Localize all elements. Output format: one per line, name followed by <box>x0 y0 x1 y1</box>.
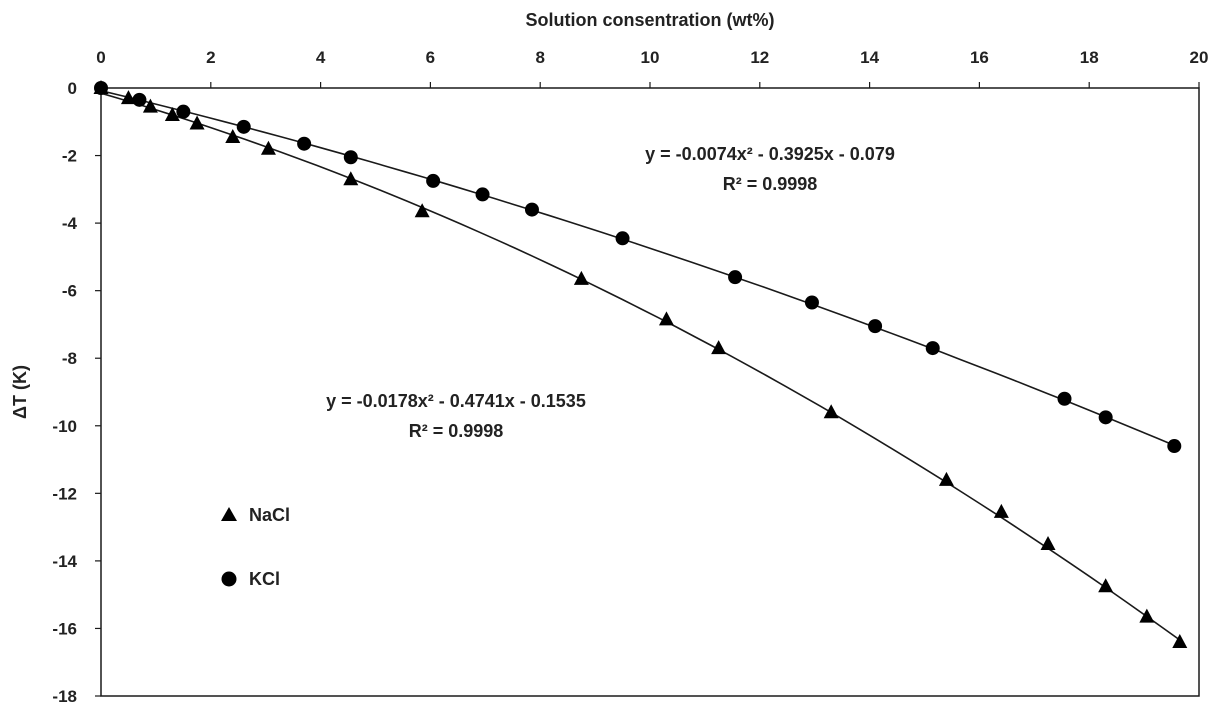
y-tick-label: -10 <box>52 417 77 436</box>
nacl-data-point <box>414 203 430 218</box>
kcl-data-point <box>1167 439 1182 454</box>
legend-triangle-icon <box>221 507 237 521</box>
kcl-trendline-equation: y = -0.0074x² - 0.3925x - 0.079 <box>645 144 895 164</box>
kcl-data-point <box>524 202 539 217</box>
kcl-data-point <box>868 319 883 334</box>
kcl-trendline-r2: R² = 0.9998 <box>723 174 818 194</box>
x-tick-label: 14 <box>860 48 879 67</box>
y-axis-title: ΔT (K) <box>10 365 30 419</box>
y-tick-label: -12 <box>52 484 77 503</box>
data-markers <box>93 80 1188 648</box>
kcl-data-point <box>132 92 147 107</box>
kcl-data-point <box>297 136 312 151</box>
x-tick-label: 8 <box>535 48 544 67</box>
nacl-data-point <box>711 340 727 355</box>
kcl-data-point <box>426 173 441 188</box>
x-tick-label: 18 <box>1080 48 1099 67</box>
kcl-data-point <box>343 150 358 165</box>
y-tick-label: -18 <box>52 687 77 704</box>
nacl-data-point <box>189 115 205 130</box>
nacl-data-point <box>938 471 954 486</box>
y-tick-label: -8 <box>62 349 77 368</box>
legend-label-nacl: NaCl <box>249 505 290 525</box>
kcl-data-point <box>1057 391 1072 406</box>
x-tick-label: 10 <box>641 48 660 67</box>
nacl-data-point <box>1172 633 1188 648</box>
nacl-data-point <box>1139 608 1155 623</box>
x-tick-label: 2 <box>206 48 215 67</box>
kcl-data-point <box>236 119 251 134</box>
kcl-data-point <box>176 104 191 119</box>
y-axis-ticks: 0 -2 -4 -6 -8 -10 -12 -14 -16 -18 <box>52 79 101 704</box>
nacl-data-point <box>993 503 1009 518</box>
kcl-data-point <box>615 231 630 246</box>
x-tick-label: 0 <box>96 48 105 67</box>
nacl-data-point <box>225 128 241 143</box>
y-tick-label: -6 <box>62 282 77 301</box>
nacl-data-point <box>260 140 276 155</box>
nacl-data-point <box>1040 536 1056 550</box>
x-tick-label: 16 <box>970 48 989 67</box>
plot-area <box>100 87 1200 697</box>
x-tick-label: 6 <box>426 48 435 67</box>
nacl-data-point <box>1098 578 1114 593</box>
nacl-data-point <box>142 98 158 113</box>
y-tick-label: -4 <box>62 214 78 233</box>
nacl-data-point <box>120 90 136 105</box>
kcl-data-point <box>1098 410 1113 425</box>
x-axis-title: Solution consentration (wt%) <box>526 10 775 30</box>
nacl-data-point <box>343 171 359 186</box>
legend-label-kcl: KCl <box>249 569 280 589</box>
kcl-data-point <box>94 81 108 95</box>
nacl-trendline-equation: y = -0.0178x² - 0.4741x - 0.1535 <box>326 391 586 411</box>
y-tick-label: -16 <box>52 619 77 638</box>
legend: NaCl KCl <box>221 505 290 589</box>
x-tick-label: 12 <box>750 48 769 67</box>
y-tick-label: -14 <box>52 552 77 571</box>
x-tick-label: 20 <box>1190 48 1209 67</box>
legend-circle-icon <box>221 571 237 587</box>
nacl-data-point <box>164 107 180 122</box>
x-tick-label: 4 <box>316 48 326 67</box>
y-tick-label: -2 <box>62 147 77 166</box>
nacl-data-point <box>823 404 839 419</box>
kcl-data-point <box>728 270 743 285</box>
nacl-data-point <box>573 270 589 285</box>
kcl-data-point <box>925 341 940 356</box>
nacl-data-point <box>658 311 674 326</box>
nacl-trendline-r2: R² = 0.9998 <box>409 421 504 441</box>
kcl-trendline <box>100 89 1175 447</box>
kcl-data-point <box>804 295 819 310</box>
kcl-data-point <box>475 187 490 202</box>
y-tick-label: 0 <box>68 79 77 98</box>
x-axis-ticks: 0 2 4 6 8 10 12 14 16 18 20 <box>96 48 1208 88</box>
